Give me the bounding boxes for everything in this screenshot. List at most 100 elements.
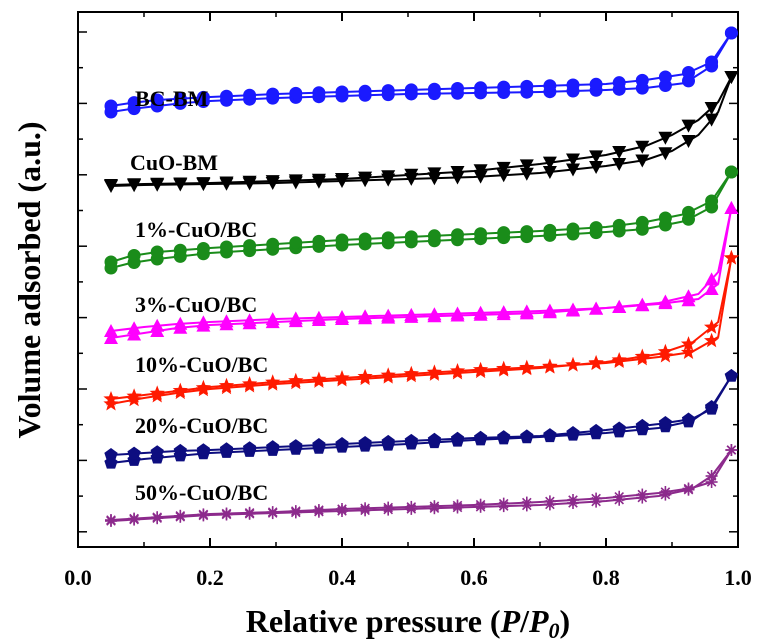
data-point [288,174,303,188]
data-point [542,303,557,317]
series-label: BC-BM [135,86,209,111]
data-point [589,150,604,164]
data-point [450,431,465,445]
data-point [724,26,738,40]
data-point [496,305,511,319]
data-point [704,402,719,415]
data-point [428,500,441,513]
data-point [588,355,604,371]
data-point [497,497,510,510]
data-point [449,363,466,378]
data-point [312,438,326,451]
data-point [358,84,372,98]
data-point [566,222,580,236]
series-label: 3%-CuO/BC [135,292,257,317]
data-point [173,316,188,330]
data-point [427,307,442,321]
x-tick-label: 1.0 [724,565,752,590]
series-2 [104,165,738,275]
data-point [265,374,281,389]
series-3 [104,201,739,344]
data-point [381,170,396,184]
data-point [334,370,350,385]
data-point [451,499,464,512]
data-point [103,391,119,406]
data-point [266,440,280,453]
data-point [196,242,210,255]
data-point [680,336,697,351]
data-point [150,177,165,191]
data-point [381,308,396,322]
data-point [195,379,212,395]
data-point [382,501,395,514]
data-point [381,434,395,448]
data-point [703,332,720,348]
data-point [196,443,211,456]
data-point [358,232,372,246]
data-point [405,500,418,513]
data-point [312,234,326,248]
series-label: 20%-CuO/BC [135,413,268,438]
data-point [450,166,465,179]
x-tick-label: 0.2 [196,565,224,590]
data-point [724,201,739,214]
data-point [289,505,302,518]
data-point [335,85,349,99]
data-point [242,175,257,189]
series-line-desorption [110,171,733,263]
data-point [705,194,719,208]
data-point [104,448,118,461]
data-point [635,140,650,154]
data-point [635,215,649,229]
data-point [473,164,488,178]
data-point [173,443,187,457]
data-point [312,86,326,100]
data-point [220,89,233,103]
data-point [196,315,211,329]
data-point [451,82,464,95]
data-point [357,368,373,384]
data-point [105,514,117,526]
data-point [542,165,557,179]
data-point [150,445,164,458]
data-point [127,249,141,262]
data-point [704,102,719,115]
data-point [336,503,348,515]
data-point [288,311,303,325]
data-point [497,80,511,94]
data-point [566,153,580,167]
data-point [150,245,164,259]
data-point [520,225,534,239]
data-point [724,165,738,179]
data-point [704,282,719,295]
data-point [266,506,279,519]
data-point [657,348,674,363]
data-point [335,233,349,247]
data-point [724,71,739,84]
data-point [682,66,695,79]
data-point [474,81,488,95]
data-point [612,146,627,159]
x-tick-label: 0.4 [328,565,356,590]
series-label: 1%-CuO/BC [135,217,257,242]
data-point [474,227,488,241]
data-point [381,84,395,98]
data-point [680,344,697,359]
data-point [311,310,326,324]
data-point [220,507,233,520]
data-point [151,511,164,524]
data-point [265,312,280,326]
data-point [196,177,211,191]
data-point [519,304,534,318]
data-point [589,423,603,437]
data-point [612,218,626,232]
data-point [473,430,488,444]
data-point [218,377,235,393]
data-point [612,76,626,90]
data-point [566,426,580,439]
data-point [723,250,740,265]
x-tick-label: 0.8 [592,565,620,590]
data-point [566,302,580,316]
data-point [703,319,720,334]
data-point [612,421,626,435]
